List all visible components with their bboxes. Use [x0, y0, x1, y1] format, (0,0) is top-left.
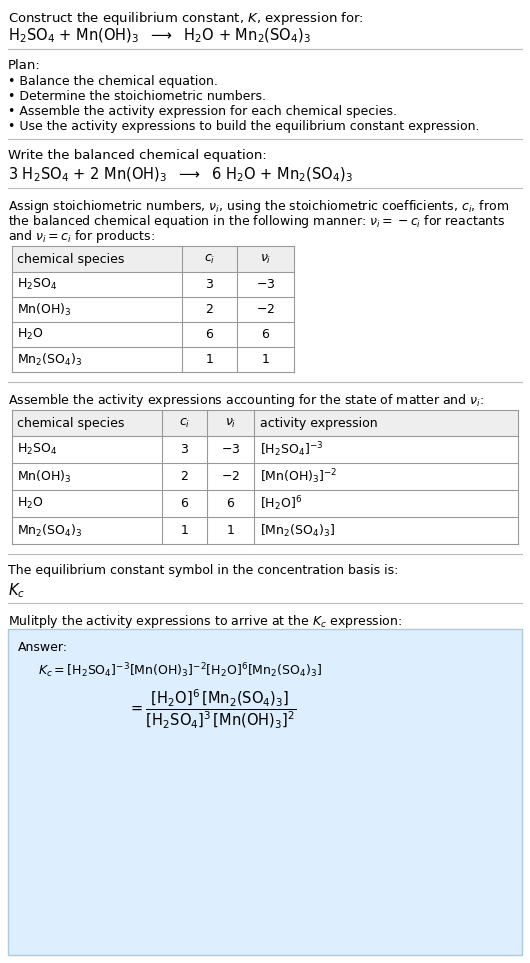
Text: Write the balanced chemical equation:: Write the balanced chemical equation:: [8, 149, 267, 162]
Text: $\mathregular{H_2SO_4}$: $\mathregular{H_2SO_4}$: [17, 442, 57, 457]
Text: $[\mathrm{Mn(OH)_3}]^{-2}$: $[\mathrm{Mn(OH)_3}]^{-2}$: [260, 467, 338, 486]
Text: $-3$: $-3$: [221, 443, 240, 456]
Text: $\mathregular{Mn_2(SO_4)_3}$: $\mathregular{Mn_2(SO_4)_3}$: [17, 523, 82, 538]
Text: 1: 1: [181, 524, 189, 537]
Text: chemical species: chemical species: [17, 252, 125, 266]
Text: 3 $\mathregular{H_2SO_4}$ + 2 Mn(OH)$\mathregular{_3}$  $\longrightarrow$  6 $\m: 3 $\mathregular{H_2SO_4}$ + 2 Mn(OH)$\ma…: [8, 166, 353, 184]
Text: $\mathregular{H_2O}$: $\mathregular{H_2O}$: [17, 496, 43, 511]
Text: Mn(OH)$\mathregular{_3}$: Mn(OH)$\mathregular{_3}$: [17, 468, 72, 484]
Text: $\nu_i$: $\nu_i$: [260, 252, 271, 266]
Text: 3: 3: [206, 278, 214, 291]
FancyBboxPatch shape: [8, 629, 522, 955]
Text: $\nu_i$: $\nu_i$: [225, 416, 236, 429]
Text: Plan:: Plan:: [8, 59, 41, 72]
Text: $\mathregular{H_2O}$: $\mathregular{H_2O}$: [17, 327, 43, 342]
Text: $= \dfrac{[\mathregular{H_2O}]^{6}\,[\mathregular{Mn_2(SO_4)_3}]}{[\mathregular{: $= \dfrac{[\mathregular{H_2O}]^{6}\,[\ma…: [128, 688, 296, 731]
Text: $c_i$: $c_i$: [179, 416, 190, 429]
Text: 1: 1: [262, 353, 269, 366]
Text: $-2$: $-2$: [256, 303, 275, 316]
Text: • Determine the stoichiometric numbers.: • Determine the stoichiometric numbers.: [8, 90, 266, 103]
Text: 3: 3: [181, 443, 189, 456]
Text: the balanced chemical equation in the following manner: $\nu_i = -c_i$ for react: the balanced chemical equation in the fo…: [8, 213, 506, 230]
Text: • Assemble the activity expression for each chemical species.: • Assemble the activity expression for e…: [8, 105, 397, 118]
Text: Construct the equilibrium constant, $K$, expression for:: Construct the equilibrium constant, $K$,…: [8, 10, 364, 27]
Text: $K_c$: $K_c$: [8, 581, 25, 600]
Text: 6: 6: [226, 497, 234, 510]
Bar: [12, 246, 294, 272]
Text: • Balance the chemical equation.: • Balance the chemical equation.: [8, 75, 218, 88]
Text: 2: 2: [206, 303, 214, 316]
Text: $[\mathregular{Mn_2(SO_4)_3}]$: $[\mathregular{Mn_2(SO_4)_3}]$: [260, 523, 335, 538]
Text: and $\nu_i = c_i$ for products:: and $\nu_i = c_i$ for products:: [8, 228, 155, 245]
Text: $-2$: $-2$: [221, 470, 240, 483]
Text: • Use the activity expressions to build the equilibrium constant expression.: • Use the activity expressions to build …: [8, 120, 480, 133]
Text: 1: 1: [206, 353, 214, 366]
Text: Assemble the activity expressions accounting for the state of matter and $\nu_i$: Assemble the activity expressions accoun…: [8, 392, 484, 409]
Text: 2: 2: [181, 470, 189, 483]
Text: The equilibrium constant symbol in the concentration basis is:: The equilibrium constant symbol in the c…: [8, 564, 399, 577]
Text: $\mathregular{H_2SO_4}$: $\mathregular{H_2SO_4}$: [17, 277, 57, 292]
Text: Mulitply the activity expressions to arrive at the $K_c$ expression:: Mulitply the activity expressions to arr…: [8, 613, 402, 630]
Text: 6: 6: [262, 328, 269, 341]
Text: $c_i$: $c_i$: [204, 252, 215, 266]
Text: $[\mathregular{H_2SO_4}]^{-3}$: $[\mathregular{H_2SO_4}]^{-3}$: [260, 440, 323, 458]
Text: $K_c = [\mathregular{H_2SO_4}]^{-3}[\mathrm{Mn(OH)_3}]^{-2}[\mathregular{H_2O}]^: $K_c = [\mathregular{H_2SO_4}]^{-3}[\mat…: [38, 662, 322, 680]
Text: $[\mathregular{H_2O}]^{6}$: $[\mathregular{H_2O}]^{6}$: [260, 494, 302, 513]
Text: $\mathregular{Mn_2(SO_4)_3}$: $\mathregular{Mn_2(SO_4)_3}$: [17, 351, 82, 368]
Text: $-3$: $-3$: [256, 278, 275, 291]
Text: 6: 6: [181, 497, 189, 510]
Bar: [12, 410, 518, 436]
Text: Answer:: Answer:: [18, 641, 68, 654]
Text: chemical species: chemical species: [17, 417, 125, 429]
Text: Mn(OH)$\mathregular{_3}$: Mn(OH)$\mathregular{_3}$: [17, 301, 72, 318]
Text: $\mathregular{H_2SO_4}$ + Mn(OH)$\mathregular{_3}$  $\longrightarrow$  $\mathreg: $\mathregular{H_2SO_4}$ + Mn(OH)$\mathre…: [8, 27, 311, 45]
Text: 6: 6: [206, 328, 214, 341]
Text: 1: 1: [226, 524, 234, 537]
Text: Assign stoichiometric numbers, $\nu_i$, using the stoichiometric coefficients, $: Assign stoichiometric numbers, $\nu_i$, …: [8, 198, 509, 215]
Text: activity expression: activity expression: [260, 417, 377, 429]
